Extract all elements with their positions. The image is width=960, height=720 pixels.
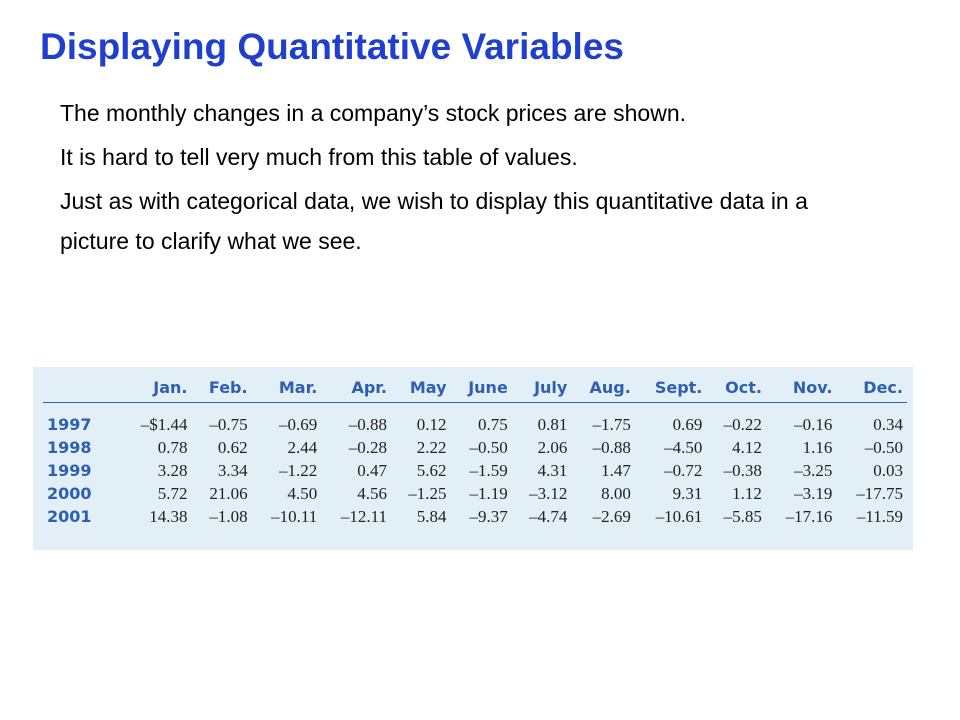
table-cell: –17.75 [856, 483, 903, 503]
table-cell: 0.47 [357, 460, 387, 480]
table-cell: –10.11 [271, 506, 318, 526]
table-cell: 0.69 [672, 414, 703, 434]
table-cell: –0.16 [794, 414, 833, 434]
table-cell: –10.61 [655, 506, 703, 526]
table-cell: 1.12 [732, 483, 762, 503]
table-cell: –11.59 [856, 506, 903, 526]
table-cell: –0.38 [723, 460, 762, 480]
table-cell: –1.25 [408, 483, 447, 503]
table-row: 1997 –$1.44 –0.75 –0.69 –0.88 0.12 0.75 … [43, 403, 907, 437]
column-header-july: July [511, 373, 572, 403]
table-cell: –9.37 [469, 506, 508, 526]
table-cell: 4.50 [287, 483, 318, 503]
table-cell: –3.25 [794, 460, 833, 480]
table-cell: –3.19 [794, 483, 833, 503]
year-cell: 1997 [47, 415, 92, 434]
body-text: The monthly changes in a company’s stock… [60, 93, 820, 265]
table-row: 2001 14.38 –1.08 –10.11 –12.11 5.84 –9.3… [43, 505, 907, 528]
slide-title: Displaying Quantitative Variables [40, 26, 624, 67]
table-cell: 4.31 [537, 460, 568, 480]
table-cell: 4.12 [732, 437, 762, 457]
table-cell: –4.50 [664, 437, 703, 457]
table-cell: 0.62 [217, 437, 248, 457]
table-cell: –1.22 [279, 460, 318, 480]
column-header-mar: Mar. [251, 373, 322, 403]
paragraph-stock-prices: The monthly changes in a company’s stock… [60, 100, 686, 126]
column-header-year [43, 373, 121, 403]
column-header-may: May [390, 373, 451, 403]
table-cell: –12.11 [340, 506, 387, 526]
paragraph-hard-to-tell: It is hard to tell very much from this t… [60, 144, 578, 170]
table-cell: 1.16 [802, 437, 833, 457]
table-cell: 0.34 [873, 414, 903, 434]
table-cell: –0.28 [348, 437, 387, 457]
table-cell: –1.19 [469, 483, 508, 503]
table-cell: –2.69 [592, 506, 631, 526]
table-cell: 2.06 [537, 437, 568, 457]
column-header-apr: Apr. [321, 373, 391, 403]
table-cell: 0.75 [478, 414, 508, 434]
table-cell: –0.69 [279, 414, 318, 434]
table-cell: –$1.44 [140, 414, 188, 434]
table-cell: –1.75 [592, 414, 631, 434]
table-cell: –5.85 [723, 506, 762, 526]
table-cell: 2.22 [416, 437, 447, 457]
column-header-dec: Dec. [836, 373, 907, 403]
column-header-june: June [450, 373, 512, 403]
stock-table-panel: Jan. Feb. Mar. Apr. May June July Aug. S… [33, 367, 913, 550]
table-cell: 3.34 [217, 460, 248, 480]
table-cell: –17.16 [785, 506, 833, 526]
column-header-sept: Sept. [634, 373, 707, 403]
table-cell: –4.74 [529, 506, 568, 526]
table-cell: 0.78 [157, 437, 188, 457]
table-cell: –3.12 [529, 483, 568, 503]
column-header-oct: Oct. [706, 373, 766, 403]
table-cell: 1.47 [601, 460, 631, 480]
column-header-aug: Aug. [571, 373, 635, 403]
table-cell: 14.38 [149, 506, 188, 526]
table-row: 2000 5.72 21.06 4.50 4.56 –1.25 –1.19 –3… [43, 482, 907, 505]
table-row: 1998 0.78 0.62 2.44 –0.28 2.22 –0.50 2.0… [43, 436, 907, 459]
table-cell: 8.00 [601, 483, 631, 503]
table-row: 1999 3.28 3.34 –1.22 0.47 5.62 –1.59 4.3… [43, 459, 907, 482]
table-cell: 5.62 [416, 460, 447, 480]
stock-price-table: Jan. Feb. Mar. Apr. May June July Aug. S… [43, 373, 907, 528]
year-cell: 2001 [47, 507, 92, 526]
table-cell: –0.75 [209, 414, 248, 434]
table-cell: 21.06 [209, 483, 248, 503]
table-cell: 0.12 [416, 414, 447, 434]
table-cell: –0.22 [723, 414, 762, 434]
table-cell: –1.08 [209, 506, 248, 526]
column-header-nov: Nov. [765, 373, 837, 403]
table-cell: –0.50 [469, 437, 508, 457]
year-cell: 1998 [47, 438, 92, 457]
table-cell: 2.44 [287, 437, 318, 457]
table-cell: 0.81 [537, 414, 568, 434]
table-header-row: Jan. Feb. Mar. Apr. May June July Aug. S… [43, 373, 907, 403]
table-cell: 0.03 [873, 460, 903, 480]
table-body: 1997 –$1.44 –0.75 –0.69 –0.88 0.12 0.75 … [43, 403, 907, 529]
column-header-feb: Feb. [191, 373, 252, 403]
column-header-jan: Jan. [121, 373, 192, 403]
paragraph-display-data: Just as with categorical data, we wish t… [60, 188, 808, 254]
table-cell: 5.72 [157, 483, 188, 503]
year-cell: 2000 [47, 484, 92, 503]
table-cell: –0.88 [348, 414, 387, 434]
table-cell: –0.88 [592, 437, 631, 457]
table-cell: 5.84 [416, 506, 447, 526]
year-cell: 1999 [47, 461, 92, 480]
table-cell: –0.72 [664, 460, 703, 480]
table-cell: 3.28 [157, 460, 188, 480]
table-cell: –0.50 [864, 437, 903, 457]
table-cell: 4.56 [357, 483, 387, 503]
table-cell: –1.59 [469, 460, 508, 480]
table-cell: 9.31 [672, 483, 703, 503]
